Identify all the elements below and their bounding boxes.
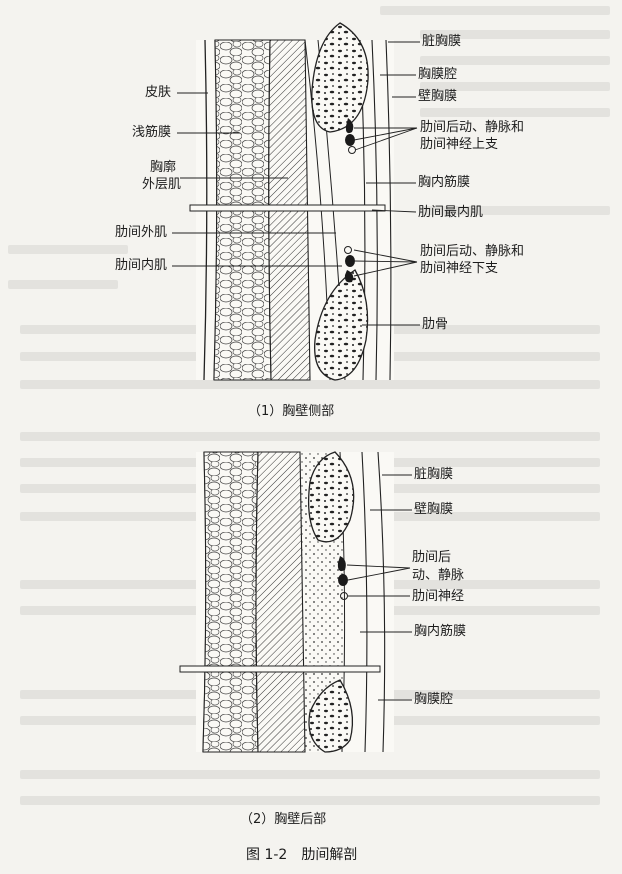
figure-caption: 图 1-2 肋间解剖 <box>246 847 358 863</box>
label-superficial-fascia: 浅筋膜 <box>132 125 172 140</box>
label-lower-branch-line1: 肋间后动、静脉和 <box>420 244 525 259</box>
panel2-drawing <box>179 451 412 753</box>
label2-vessels-line2: 动、静脉 <box>412 568 465 583</box>
label-skin: 皮肤 <box>145 85 172 100</box>
panel2-upper-rib <box>307 451 355 543</box>
panel2-caption: （2）胸壁后部 <box>240 812 327 827</box>
label-thoracic-wall-line2: 外层肌 <box>142 177 182 192</box>
label-parietal-pleura: 壁胸膜 <box>418 89 458 104</box>
label2-parietal-pleura: 壁胸膜 <box>414 502 454 517</box>
label-endothoracic-fascia: 胸内筋膜 <box>418 175 471 190</box>
label-internal-intercostal: 肋间内肌 <box>115 258 168 273</box>
label-rib: 肋骨 <box>422 317 449 332</box>
label2-endothoracic-fascia: 胸内筋膜 <box>414 624 467 639</box>
label-thoracic-wall-line1: 胸廓 <box>150 160 177 175</box>
label-pleural-cavity: 胸膜腔 <box>418 67 458 82</box>
label-lower-branch-line2: 肋间神经下支 <box>420 261 499 276</box>
panel2-lower-rib <box>308 679 354 753</box>
label-visceral-pleura: 脏胸膜 <box>422 34 462 49</box>
label-external-intercostal: 肋间外肌 <box>115 225 168 240</box>
label-upper-branch-line1: 肋间后动、静脉和 <box>420 120 525 135</box>
panel2-superficial-fascia <box>202 451 259 753</box>
panel1-drawing <box>172 22 420 381</box>
panel2-outer-muscle <box>255 451 306 753</box>
panel1-caption: （1）胸壁侧部 <box>248 404 335 419</box>
label2-vessels-line1: 肋间后 <box>412 550 452 565</box>
label-innermost-intercostal: 肋间最内肌 <box>418 205 484 220</box>
panel1-lower-rib <box>314 269 369 381</box>
label2-pleural-cavity: 胸膜腔 <box>414 692 454 707</box>
label2-intercostal-nerve: 肋间神经 <box>412 589 465 604</box>
panel1-upper-rib <box>311 22 369 133</box>
label-upper-branch-line2: 肋间神经上支 <box>420 137 499 152</box>
label2-visceral-pleura: 脏胸膜 <box>414 467 454 482</box>
